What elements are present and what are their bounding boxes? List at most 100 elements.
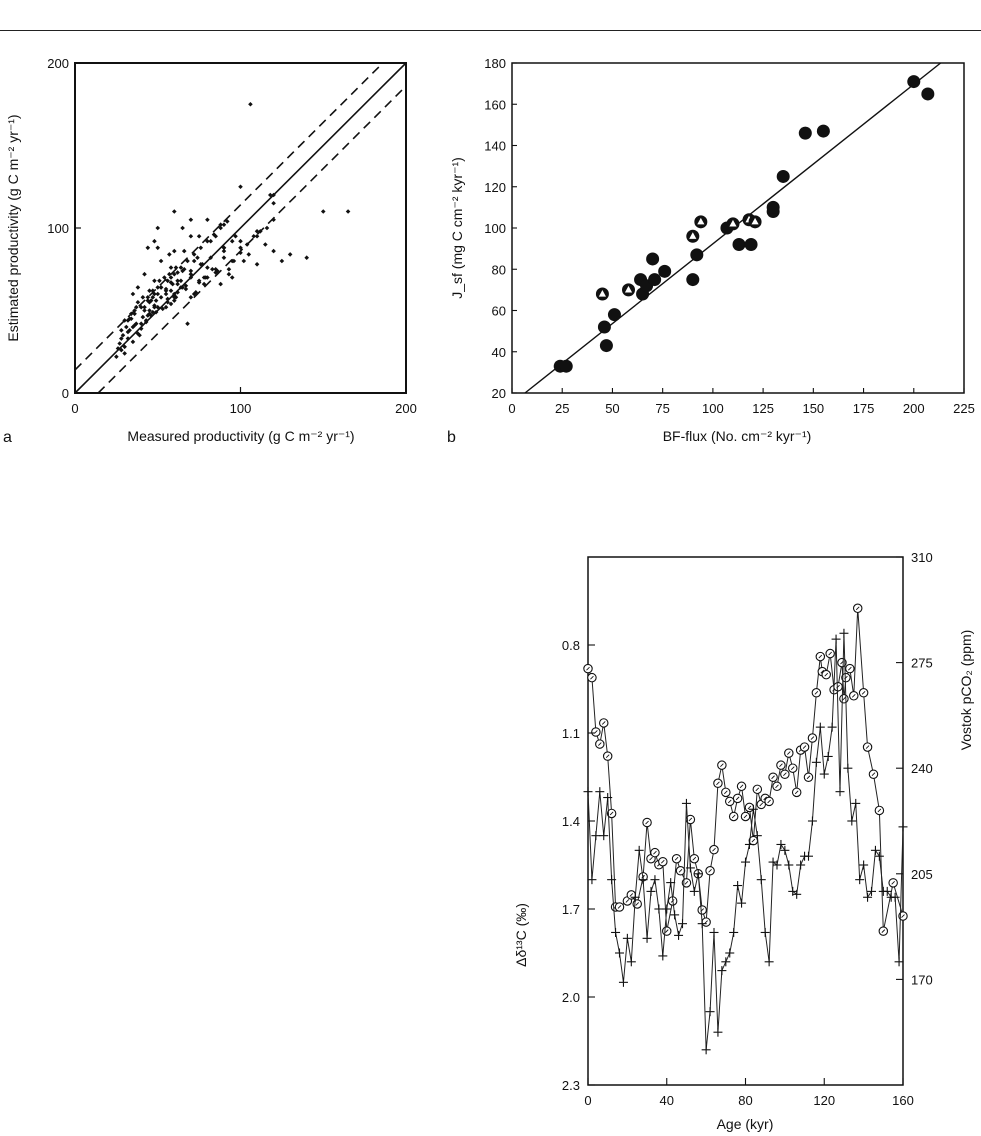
co2-point-mark <box>891 881 895 885</box>
left-y-tick-label: 1.4 <box>562 814 580 829</box>
co2-point-mark <box>851 693 856 698</box>
triangle-marker <box>697 217 705 225</box>
co2-point-mark <box>664 929 669 933</box>
filled-circle-point <box>690 248 704 262</box>
data-point <box>147 299 152 305</box>
data-point <box>147 308 152 313</box>
data-point <box>158 285 164 290</box>
data-point <box>124 324 129 330</box>
filled-circle-point <box>776 169 790 183</box>
data-point <box>254 233 260 239</box>
left-y-tick-label: 2.0 <box>562 990 580 1005</box>
data-point <box>148 313 154 318</box>
co2-point-mark <box>861 690 866 695</box>
data-point <box>191 258 197 264</box>
panel-a-letter: a <box>3 429 12 446</box>
data-point <box>162 275 167 280</box>
co2-series-line <box>587 608 904 932</box>
data-point <box>320 209 326 214</box>
x-tick-label: 0 <box>508 401 515 416</box>
data-point <box>238 238 243 244</box>
data-point <box>145 313 151 318</box>
data-point <box>205 265 210 270</box>
panel-a-xlabel: Measured productivity (g C m⁻² yr⁻¹) <box>127 428 354 444</box>
data-point <box>165 278 170 284</box>
left-y-tick-label: 1.7 <box>562 902 580 917</box>
x-tick-label: 0 <box>71 401 78 416</box>
data-point <box>138 304 144 310</box>
data-point <box>264 225 270 231</box>
data-point <box>188 233 194 239</box>
data-point <box>130 291 136 297</box>
co2-point-mark <box>674 856 679 861</box>
panel-b-xlabel: BF-flux (No. cm⁻² kyr⁻¹) <box>663 428 812 444</box>
data-point <box>125 318 131 323</box>
co2-point-mark <box>767 799 771 804</box>
x-tick-label: 200 <box>395 401 417 416</box>
triangle-marker <box>729 219 737 227</box>
data-point <box>185 258 190 264</box>
co2-point-mark <box>751 838 756 843</box>
co2-point-mark <box>597 742 602 746</box>
data-point <box>175 270 180 275</box>
co2-point-mark <box>743 814 748 819</box>
triangle-marker <box>624 285 633 293</box>
data-point <box>155 285 161 290</box>
data-point <box>155 291 161 297</box>
co2-point-mark <box>653 850 657 855</box>
data-point <box>138 326 144 331</box>
data-point <box>114 354 119 359</box>
data-point <box>122 344 127 350</box>
y-tick-label: 40 <box>492 345 506 360</box>
data-point <box>150 309 156 315</box>
data-point <box>188 295 194 300</box>
data-point <box>172 298 177 303</box>
data-point <box>130 339 136 345</box>
data-point <box>168 275 174 280</box>
data-point <box>132 323 137 328</box>
data-point <box>145 245 151 251</box>
co2-point-mark <box>848 666 852 671</box>
data-point <box>175 290 180 295</box>
data-point <box>143 318 149 323</box>
data-point <box>279 258 285 264</box>
filled-circle-point <box>646 252 660 266</box>
data-point <box>130 324 136 330</box>
data-point <box>153 309 159 315</box>
co2-point-mark <box>739 784 744 789</box>
co2-point-mark <box>802 745 807 749</box>
data-point <box>218 225 223 231</box>
data-point <box>168 280 174 285</box>
y-tick-label: 100 <box>484 221 506 236</box>
data-point <box>157 278 162 284</box>
co2-point-mark <box>723 790 728 795</box>
data-point <box>198 262 204 267</box>
data-point <box>135 299 141 305</box>
data-point <box>244 242 250 247</box>
panel-c-ylabel-left: Δδ¹³C (‰) <box>513 903 529 967</box>
data-point <box>191 252 197 257</box>
co2-point-mark <box>678 868 683 873</box>
data-point <box>158 258 164 264</box>
data-point <box>229 238 235 244</box>
co2-point-mark <box>824 672 829 677</box>
panel-a-ylabel: Estimated productivity (g C m⁻² yr⁻¹) <box>5 114 21 341</box>
co2-point-mark <box>779 763 783 768</box>
data-point <box>183 283 189 289</box>
panel-a-reference-lines <box>74 62 407 394</box>
right-y-tick-label: 170 <box>911 972 933 987</box>
data-point <box>155 304 161 310</box>
data-point <box>215 268 220 274</box>
panel-a-ticks: 0 100 200 0 100 200 <box>47 56 417 416</box>
data-point <box>271 248 276 254</box>
co2-point-mark <box>790 766 795 771</box>
data-point <box>152 278 157 284</box>
data-point <box>196 233 202 239</box>
co2-point-mark <box>783 772 787 777</box>
data-point <box>211 232 217 237</box>
co2-point-mark <box>771 775 775 780</box>
data-point <box>213 233 218 239</box>
data-point <box>188 271 194 277</box>
panel-b-ticks: 0 25 50 75 100 125 150 175 200 225 20 40 60 80 100 120 1… <box>484 56 975 416</box>
data-point <box>198 245 204 251</box>
